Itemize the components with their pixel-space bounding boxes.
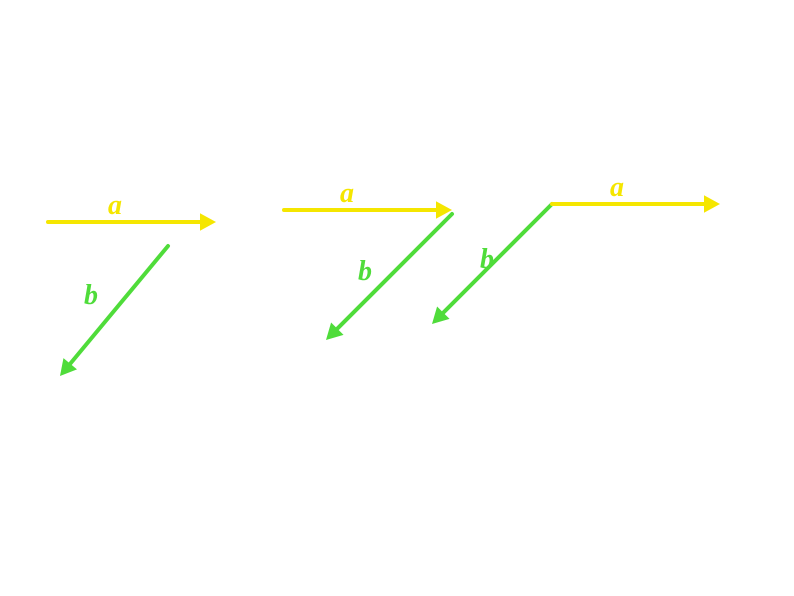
vector-diagram: [0, 0, 794, 596]
arrowhead-a1: [200, 213, 216, 231]
arrowhead-a3: [704, 195, 720, 213]
vector-b1: [65, 246, 168, 370]
vector-b2: [332, 214, 452, 334]
vector-b3: [438, 204, 552, 318]
